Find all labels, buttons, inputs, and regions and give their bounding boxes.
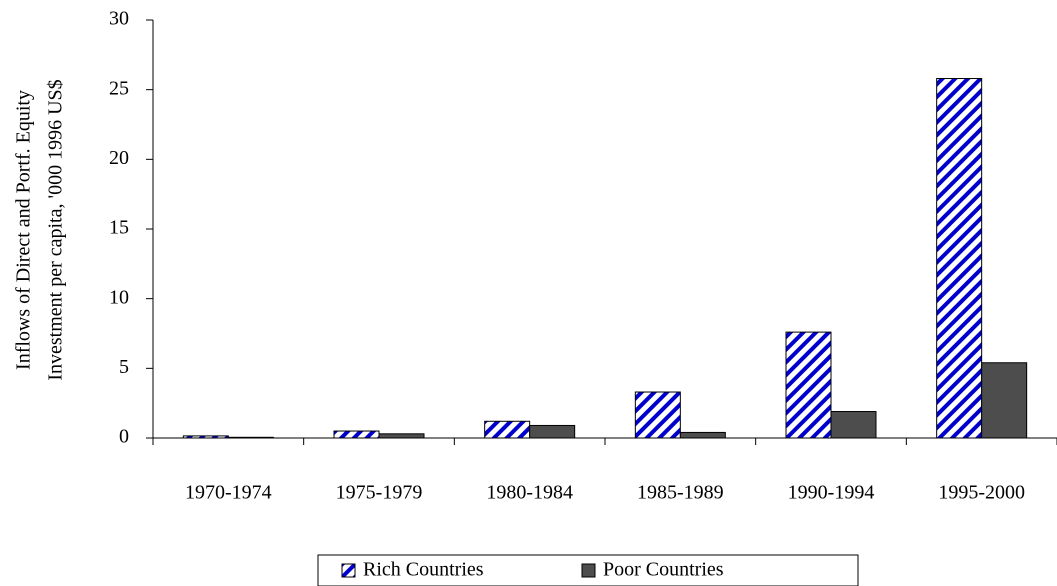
bar — [679, 431, 726, 439]
legend-swatch — [581, 563, 596, 578]
y-tick-label: 30 — [109, 8, 129, 30]
y-tick-label: 5 — [119, 356, 129, 378]
y-axis-label: Inflows of Direct and Portf. Equity — [13, 90, 35, 370]
y-tick-label: 15 — [109, 217, 129, 239]
bar — [830, 411, 877, 439]
legend-label: Rich Countries — [363, 559, 484, 581]
y-axis-label: Investment per capita, '000 1996 US$ — [45, 79, 67, 380]
x-tick-label: 1975-1979 — [336, 482, 423, 504]
bar — [981, 362, 1028, 439]
bar — [484, 420, 531, 439]
x-tick-label: 1970-1974 — [185, 482, 272, 504]
bar — [936, 78, 983, 439]
bar — [227, 436, 274, 439]
legend-label: Poor Countries — [603, 559, 724, 581]
bar — [333, 430, 380, 439]
y-tick-label: 20 — [109, 147, 129, 169]
bar — [785, 331, 832, 439]
bar — [634, 391, 681, 439]
x-tick-label: 1980-1984 — [486, 482, 573, 504]
bar — [182, 435, 229, 439]
bar — [529, 424, 576, 439]
y-tick-label: 0 — [119, 426, 129, 448]
bar — [378, 433, 425, 439]
x-tick-label: 1985-1989 — [637, 482, 724, 504]
x-tick-label: 1995-2000 — [938, 482, 1025, 504]
legend-swatch — [341, 563, 356, 578]
x-tick-label: 1990-1994 — [788, 482, 875, 504]
y-tick-label: 10 — [109, 286, 129, 308]
y-tick-label: 25 — [109, 77, 129, 99]
